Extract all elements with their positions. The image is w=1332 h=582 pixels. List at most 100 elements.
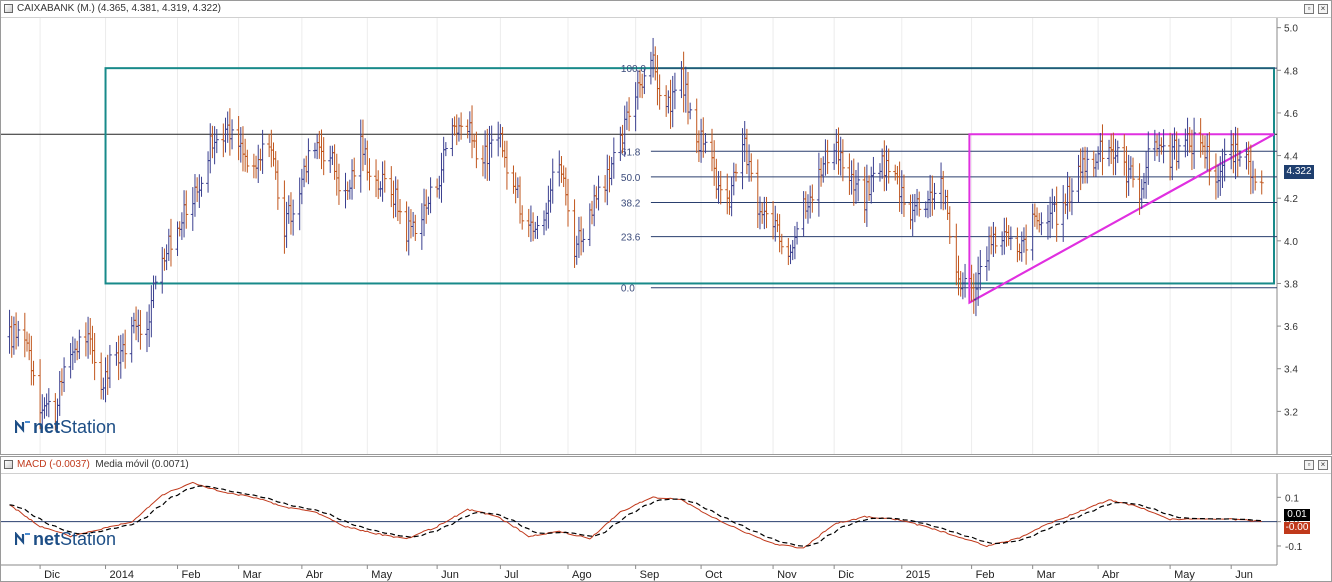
time-axis-label: 2014 [110, 569, 134, 581]
ohlc-bar [489, 125, 494, 158]
close-icon[interactable]: × [1318, 460, 1328, 470]
ohlc-bar [62, 357, 67, 392]
ohlc-bar [336, 163, 341, 205]
netstation-logo: netStation [15, 417, 116, 438]
price-y-tick-label: 5.0 [1284, 24, 1298, 35]
ohlc-bar [1253, 168, 1258, 191]
ohlc-bar [932, 182, 937, 210]
ohlc-bar [474, 131, 479, 169]
ohlc-bar [581, 228, 586, 253]
fibonacci-level-label: 100.0 [621, 64, 646, 75]
ohlc-bar [1100, 124, 1105, 176]
signal-legend-label: Media móvil (0.0071) [95, 459, 189, 470]
time-axis-label: Feb [182, 569, 201, 581]
ohlc-bar [16, 320, 21, 347]
price-y-tick-label: 3.8 [1284, 279, 1298, 290]
logo-text-net: net [33, 529, 60, 549]
ohlc-bar [947, 206, 952, 245]
ohlc-bar [107, 344, 112, 389]
ohlc-bar [230, 119, 235, 150]
signal-last-value-tag: 0.01 [1284, 509, 1310, 522]
ohlc-bar [138, 310, 143, 350]
ohlc-bar [413, 214, 418, 241]
ohlc-bar [795, 221, 800, 245]
ohlc-bar [77, 329, 82, 360]
time-axis-label: Jun [1235, 569, 1253, 581]
ohlc-bar [1039, 212, 1044, 236]
time-axis-label: 2015 [906, 569, 930, 581]
ohlc-bar [1237, 150, 1242, 167]
time-axis-label: Oct [705, 569, 722, 581]
ohlc-bar [1085, 147, 1090, 184]
ohlc-bar [703, 132, 708, 154]
ohlc-bar [856, 162, 861, 202]
ohlc-bar [840, 139, 845, 182]
price-y-tick-label: 4.4 [1284, 152, 1298, 163]
close-icon[interactable]: × [1318, 4, 1328, 14]
ohlc-bar [31, 360, 36, 386]
ohlc-bar [275, 160, 280, 210]
ohlc-bar [214, 129, 219, 154]
price-chart-header: CAIXABANK (M.) (4.365, 4.381, 4.319, 4.3… [1, 1, 1331, 18]
last-price-tag: 4.322 [1284, 165, 1314, 180]
ohlc-bar [1192, 117, 1197, 169]
minimize-icon[interactable]: ▫ [1304, 460, 1314, 470]
ohlc-bar [886, 148, 891, 184]
ohlc-bar [657, 74, 662, 110]
netstation-logo-icon [15, 532, 30, 545]
price-y-tick-label: 4.2 [1284, 194, 1298, 205]
netstation-logo-icon [15, 420, 30, 433]
ohlc-bar [504, 140, 509, 190]
chart-window-icon[interactable] [4, 4, 13, 13]
macd-chart-panel: -0.10.00.1Dic2014FebMarAbrMayJunJulAgoSe… [0, 456, 1332, 582]
ohlc-bar [917, 191, 922, 217]
fibonacci-level-label: 50.0 [621, 173, 641, 184]
time-axis-label: Feb [976, 569, 995, 581]
logo-text-station: Station [60, 417, 117, 437]
time-axis-label: Sep [640, 569, 660, 581]
time-axis-label: Jun [441, 569, 459, 581]
ohlc-bar [1115, 140, 1120, 164]
ohlc-bar [1024, 224, 1029, 265]
ohlc-bar [1176, 138, 1181, 169]
ohlc-bar [352, 157, 357, 189]
indicator-window-icon[interactable] [4, 460, 13, 469]
macd-last-value-tag: -0.00 [1284, 521, 1310, 534]
ohlc-bar [382, 160, 387, 193]
fibonacci-level-label: 61.8 [621, 147, 641, 158]
fibonacci-level-label: 23.6 [621, 233, 641, 244]
price-y-tick-label: 3.2 [1284, 407, 1298, 418]
ohlc-bar [1222, 138, 1227, 182]
time-axis-label: Abr [306, 569, 323, 581]
price-y-tick-label: 4.6 [1284, 109, 1298, 120]
ohlc-bar [978, 249, 983, 291]
ohlc-bar [718, 170, 723, 205]
ohlc-bar [398, 198, 403, 225]
triangle-support-trendline [968, 133, 1275, 304]
minimize-icon[interactable]: ▫ [1304, 4, 1314, 14]
ohlc-bar [764, 196, 769, 229]
ohlc-bar [611, 137, 616, 179]
time-axis-label: Nov [777, 569, 797, 581]
macd-chart[interactable]: -0.10.00.1Dic2014FebMarAbrMayJunJulAgoSe… [1, 457, 1331, 581]
price-y-tick-label: 3.6 [1284, 322, 1298, 333]
price-y-tick-label: 4.8 [1284, 66, 1298, 77]
time-axis-label: Dic [44, 569, 60, 581]
time-axis-label: May [1174, 569, 1195, 581]
ohlc-bar [749, 153, 754, 182]
fibonacci-level-label: 38.2 [621, 198, 641, 209]
ohlc-bar [733, 163, 738, 182]
macd-y-tick-label: 0.1 [1285, 493, 1299, 504]
macd-y-tick-label: -0.1 [1285, 542, 1303, 553]
macd-chart-header: MACD (-0.0037) Media móvil (0.0071) ▫ × [1, 457, 1331, 474]
ohlc-bar [184, 190, 189, 229]
ohlc-bar [550, 158, 555, 204]
ohlc-bar [520, 205, 525, 230]
ohlc-bar [535, 215, 540, 239]
ohlc-bar [1131, 157, 1136, 188]
signal-line [9, 485, 1262, 547]
time-axis-label: Mar [243, 569, 262, 581]
price-chart[interactable]: 3.2 3.4 3.6 3.8 4.0 4.2 4.4 4.6 4.8 5.0 100.0 61.8 5… [1, 1, 1331, 454]
ohlc-bar [123, 329, 128, 369]
ohlc-bar [1161, 129, 1166, 164]
